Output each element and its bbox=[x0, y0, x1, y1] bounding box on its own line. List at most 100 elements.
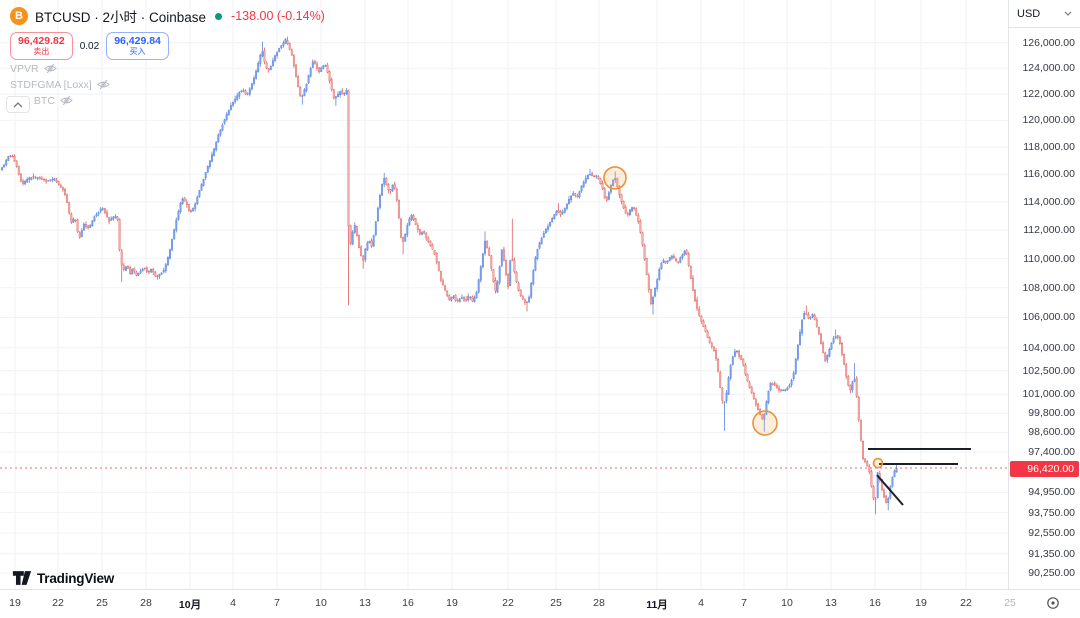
candle-body bbox=[316, 63, 318, 69]
time-axis[interactable]: 19 22 25 28 10月 4 7 10 13 16 19 22 25 28 11月 4 7 10 13 16 19… bbox=[0, 590, 1080, 618]
candle-body bbox=[822, 342, 825, 353]
price-axis[interactable]: USD 126,000.00 124,000.00 122,000.00 120,00… bbox=[1008, 0, 1080, 590]
candle-body bbox=[784, 389, 787, 391]
candle-body bbox=[408, 218, 411, 226]
time-tick-label: 10月 bbox=[178, 599, 202, 611]
time-tick-label: 16 bbox=[402, 597, 414, 609]
candle-body bbox=[334, 96, 337, 99]
candle-body bbox=[532, 270, 535, 285]
buy-button[interactable]: 96,429.84 买入 bbox=[106, 32, 169, 61]
candle-body bbox=[746, 374, 749, 382]
candle-body bbox=[857, 397, 860, 420]
indicator-row-volume[interactable]: Vol · BTC bbox=[10, 93, 325, 108]
time-tick-label: 22 bbox=[960, 597, 972, 609]
candle-body bbox=[614, 178, 617, 181]
circle-annotation-drawing[interactable] bbox=[752, 410, 778, 436]
candle-body bbox=[887, 498, 890, 503]
candle-body bbox=[752, 393, 755, 400]
candle-body bbox=[395, 188, 398, 201]
diagonal-trendline-drawing[interactable] bbox=[876, 474, 904, 506]
candle-body bbox=[796, 344, 799, 360]
candle-body bbox=[874, 498, 877, 500]
candle-body bbox=[555, 210, 558, 216]
time-tick-label: 7 bbox=[741, 597, 747, 609]
candle-body bbox=[166, 256, 169, 265]
circle-annotation-drawing[interactable] bbox=[872, 457, 884, 469]
candle-body bbox=[364, 248, 367, 260]
candle-body bbox=[528, 296, 531, 303]
candle-body bbox=[601, 182, 604, 189]
currency-label: USD bbox=[1017, 7, 1041, 20]
tradingview-logo[interactable]: TradingView bbox=[12, 570, 114, 586]
candle-body bbox=[851, 381, 854, 390]
indicator-row-stdfgma[interactable]: STDFGMA [Loxx] bbox=[10, 77, 325, 92]
candle-body bbox=[219, 129, 222, 136]
candle-body bbox=[494, 280, 497, 292]
candle-body bbox=[137, 273, 140, 276]
price-tick-label: 94,950.00 bbox=[1028, 486, 1075, 499]
symbol-title[interactable]: BTCUSD · 2小时 · Coinbase bbox=[35, 10, 207, 25]
candle-body bbox=[303, 89, 306, 96]
candle-body bbox=[687, 253, 690, 266]
eye-hidden-icon[interactable] bbox=[60, 95, 73, 106]
candle-body bbox=[656, 279, 659, 289]
eye-hidden-icon[interactable] bbox=[96, 79, 110, 90]
candle-body bbox=[841, 343, 843, 355]
indicator-row-vpvr[interactable]: VPVR bbox=[10, 61, 325, 76]
candle-body bbox=[523, 299, 526, 303]
currency-selector[interactable]: USD bbox=[1009, 0, 1080, 28]
candle-body bbox=[876, 472, 879, 499]
last-price-label: 96,420.00 bbox=[1010, 460, 1079, 477]
axis-settings-gear-icon[interactable] bbox=[1045, 595, 1061, 611]
chart-plot-area[interactable] bbox=[0, 0, 1008, 590]
candle-body bbox=[580, 185, 583, 192]
candle-body bbox=[192, 208, 195, 211]
candle-body bbox=[269, 66, 272, 70]
buy-price: 96,429.84 bbox=[114, 35, 161, 47]
candle-body bbox=[660, 262, 663, 269]
candle-body bbox=[628, 209, 631, 216]
sell-button[interactable]: 96,429.82 卖出 bbox=[10, 32, 73, 61]
candle-body bbox=[498, 266, 501, 283]
candle-body bbox=[261, 51, 264, 57]
candle-body bbox=[150, 269, 153, 273]
candle-body bbox=[685, 249, 688, 255]
candle-body bbox=[320, 67, 323, 72]
candle-body bbox=[519, 289, 522, 296]
candle-body bbox=[805, 313, 808, 315]
candle-body bbox=[706, 331, 709, 338]
candle-body bbox=[131, 269, 134, 275]
price-tick-label: 99,800.00 bbox=[1028, 407, 1075, 420]
candle-body bbox=[824, 352, 827, 362]
candle-body bbox=[733, 351, 736, 357]
candle-body bbox=[500, 249, 503, 267]
candle-body bbox=[78, 232, 81, 238]
candle-body bbox=[227, 109, 230, 116]
candle-body bbox=[446, 290, 449, 296]
legend-collapse-button[interactable] bbox=[6, 96, 30, 113]
candle-body bbox=[38, 177, 41, 180]
candle-body bbox=[318, 67, 321, 73]
candle-body bbox=[698, 308, 701, 316]
candle-body bbox=[444, 285, 447, 291]
eye-hidden-icon[interactable] bbox=[43, 63, 57, 74]
candle-body bbox=[704, 326, 707, 332]
candle-body bbox=[794, 358, 797, 374]
candle-body bbox=[158, 274, 161, 277]
candle-body bbox=[187, 204, 190, 211]
candle-body bbox=[534, 257, 537, 271]
candle-body bbox=[481, 253, 484, 268]
candle-body bbox=[820, 333, 822, 345]
price-tick-label: 92,550.00 bbox=[1028, 527, 1075, 540]
candle-body bbox=[750, 386, 753, 393]
candle-body bbox=[156, 275, 159, 277]
candle-body bbox=[177, 211, 180, 220]
candle-body bbox=[599, 178, 602, 184]
time-tick-label: 19 bbox=[446, 597, 458, 609]
candle-body bbox=[257, 62, 260, 73]
candle-body bbox=[559, 211, 562, 215]
candle-body bbox=[849, 385, 852, 391]
candlestick-chart-canvas[interactable] bbox=[0, 0, 1008, 589]
candle-body bbox=[633, 207, 636, 210]
circle-annotation-drawing[interactable] bbox=[603, 166, 627, 190]
